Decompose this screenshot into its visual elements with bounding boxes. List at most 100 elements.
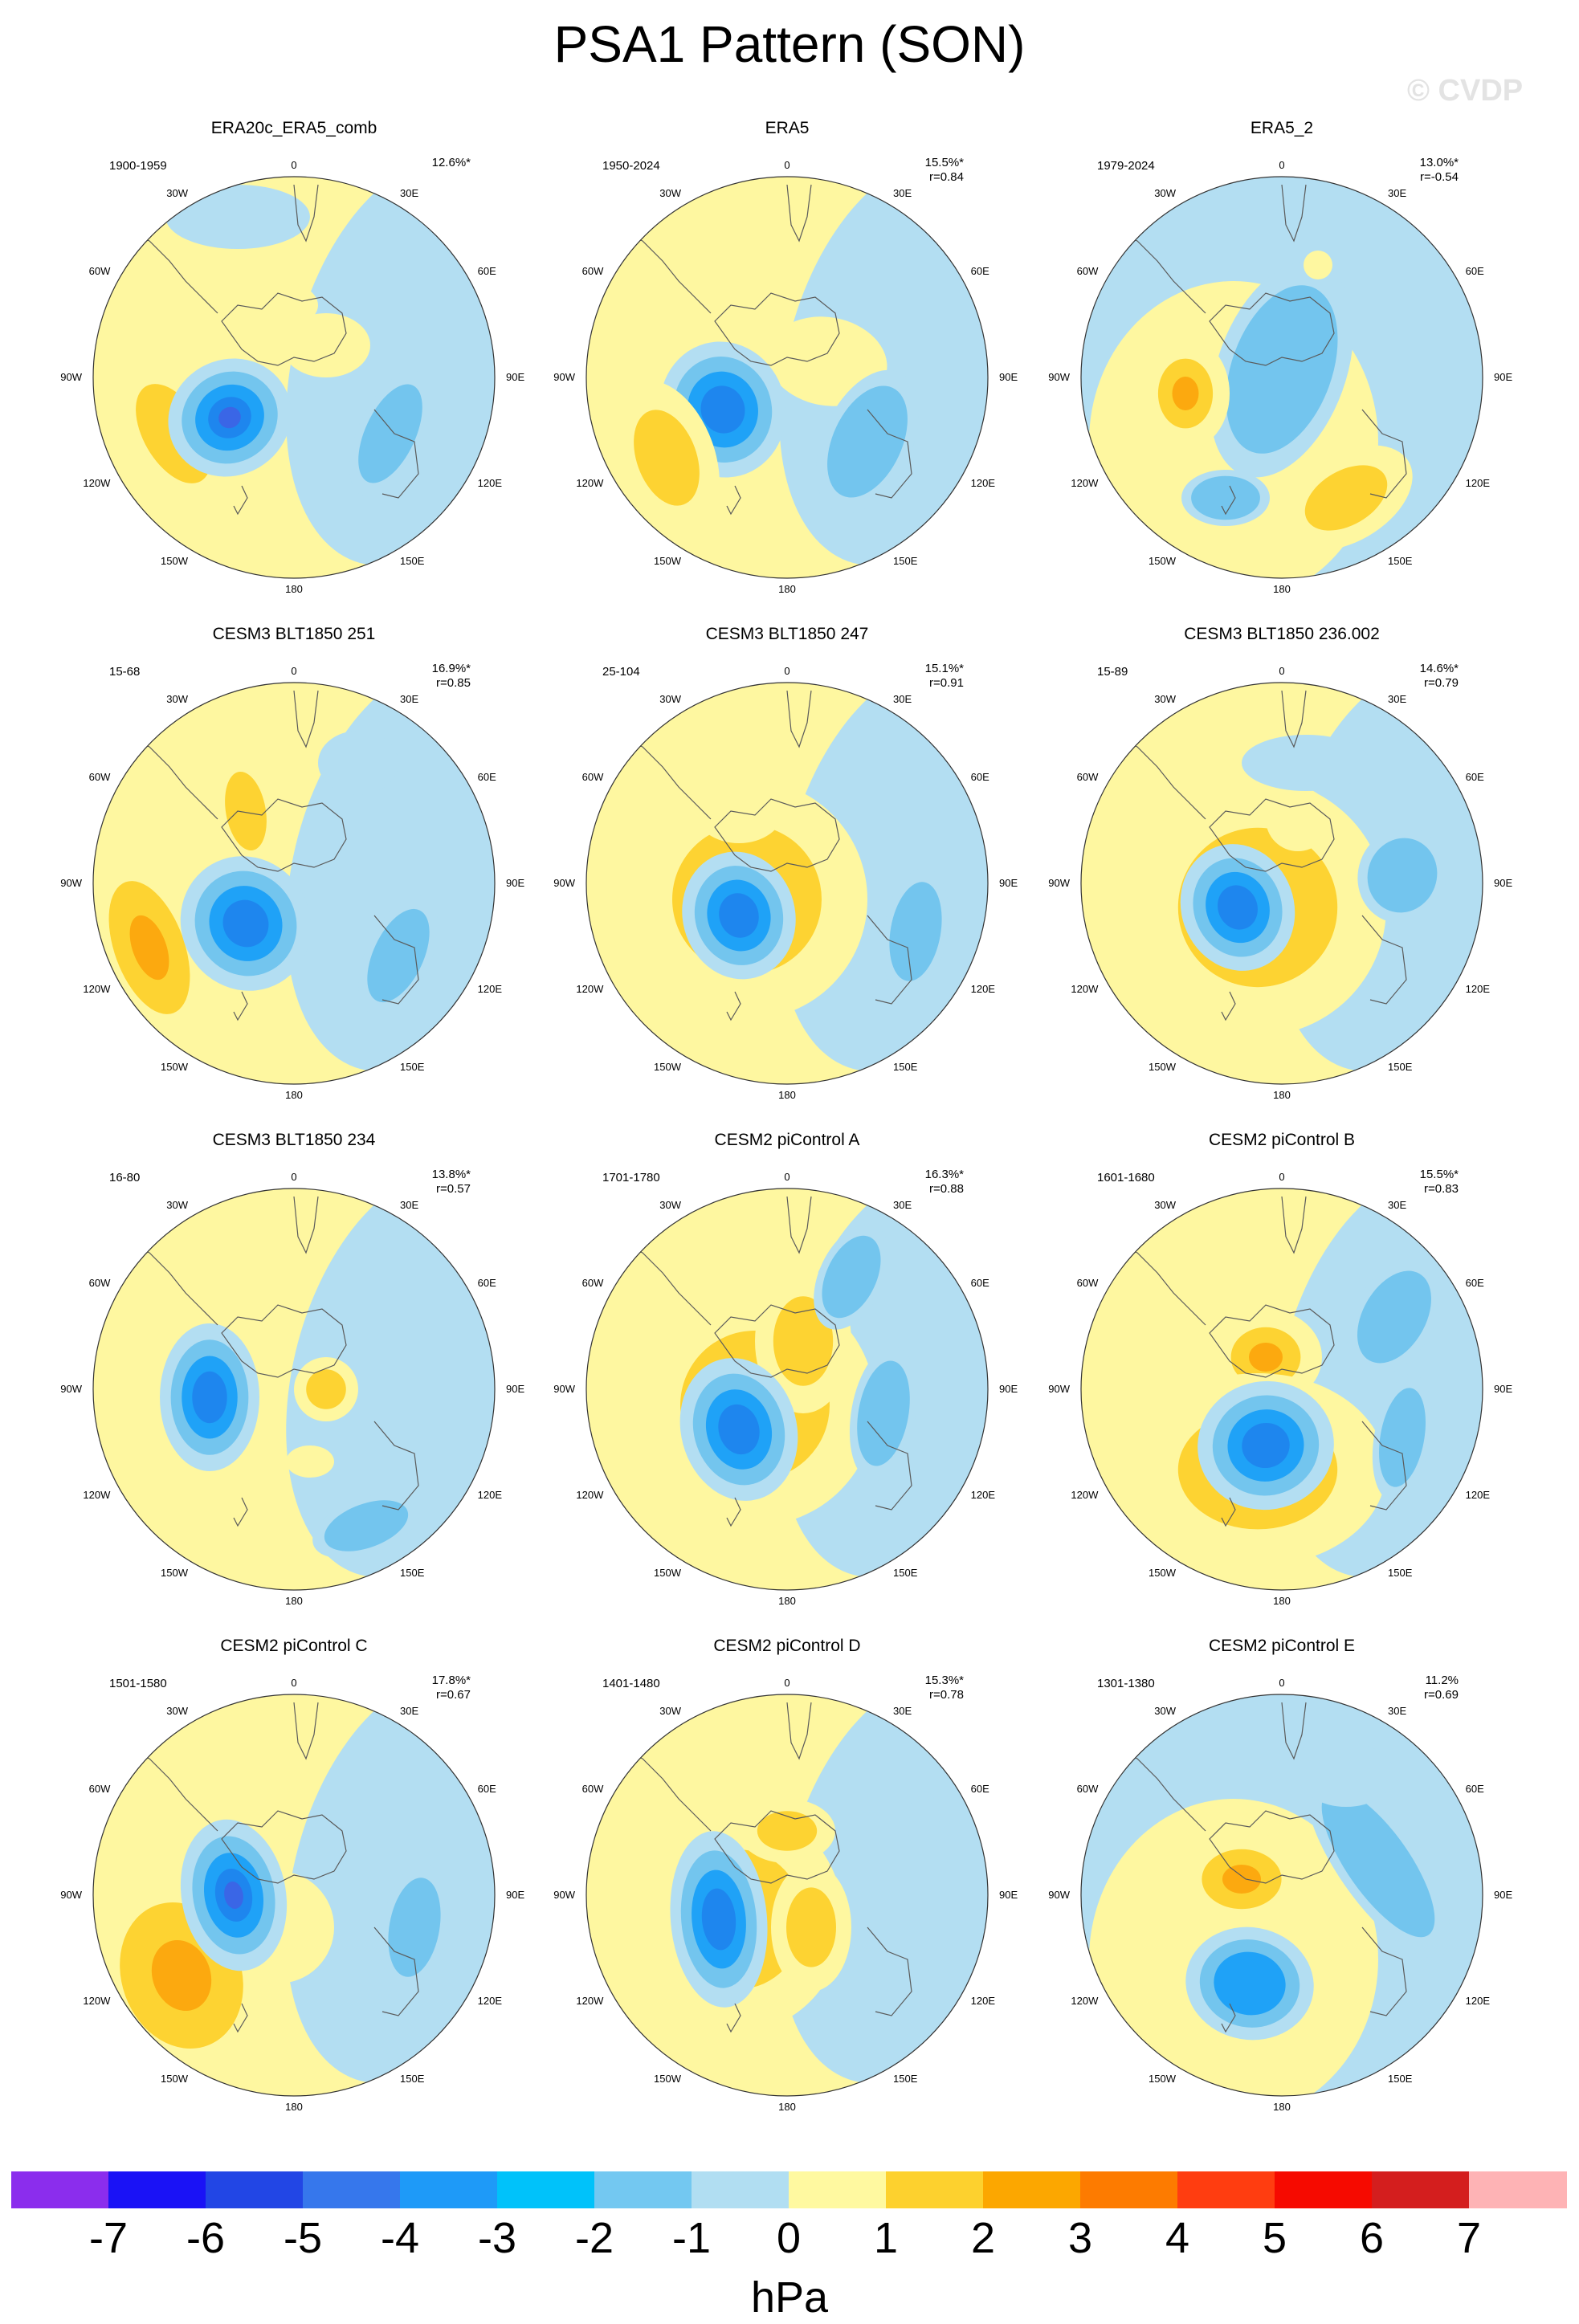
contour-region bbox=[822, 1235, 881, 1319]
longitude-label: 150E bbox=[1388, 2072, 1413, 2085]
panel-correlation: r=0.79 bbox=[1424, 676, 1459, 690]
coastline bbox=[1209, 1304, 1335, 1378]
coastline bbox=[1281, 1196, 1307, 1254]
contour-region bbox=[1242, 1422, 1290, 1469]
contour-region bbox=[634, 410, 700, 506]
longitude-label: 90W bbox=[1048, 1889, 1070, 1901]
longitude-label: 180 bbox=[778, 1595, 796, 1607]
polar-map bbox=[92, 1188, 496, 1591]
panel-variance: 14.6%* bbox=[1419, 662, 1459, 675]
longitude-label: 150E bbox=[893, 554, 918, 567]
panel-variance: 13.0%* bbox=[1419, 156, 1459, 169]
map-outline bbox=[92, 1188, 496, 1591]
longitude-label: 150W bbox=[654, 1060, 681, 1073]
panel-variance: 15.1%* bbox=[924, 662, 964, 675]
coastline bbox=[1221, 485, 1236, 516]
contour-region bbox=[225, 771, 267, 851]
contour-region bbox=[773, 1296, 834, 1386]
contour-region bbox=[719, 893, 759, 938]
coastline bbox=[726, 1497, 741, 1527]
contour-region bbox=[1379, 1388, 1426, 1487]
panel-correlation: r=0.88 bbox=[929, 1182, 964, 1196]
coastline bbox=[1361, 1926, 1407, 2016]
map-outline bbox=[92, 1694, 496, 2097]
longitude-label: 120E bbox=[970, 983, 995, 995]
longitude-label: 120W bbox=[576, 983, 604, 995]
panel-variance: 16.3%* bbox=[924, 1168, 964, 1181]
panel-variance: 11.2% bbox=[1425, 1674, 1459, 1687]
longitude-label: 180 bbox=[285, 1089, 303, 1101]
coastline bbox=[233, 2003, 248, 2033]
longitude-label: 60W bbox=[88, 771, 111, 783]
longitude-label: 30W bbox=[1154, 693, 1176, 706]
map-outline bbox=[1080, 1694, 1483, 2097]
longitude-label: 90E bbox=[1494, 1889, 1513, 1901]
coastline bbox=[786, 1196, 812, 1254]
longitude-label: 120W bbox=[1071, 1995, 1099, 2007]
contour-region bbox=[222, 899, 269, 948]
coastline bbox=[867, 1926, 912, 2016]
longitude-label: 60E bbox=[970, 1277, 989, 1289]
longitude-label: 120E bbox=[1465, 477, 1490, 489]
coastline bbox=[1281, 690, 1307, 748]
panel-variance: 17.8%* bbox=[431, 1674, 471, 1687]
longitude-label: 90W bbox=[1048, 371, 1070, 383]
colorbar-swatch bbox=[1469, 2171, 1567, 2208]
longitude-label: 30W bbox=[659, 1199, 681, 1212]
longitude-label: 60E bbox=[477, 1277, 496, 1289]
contour-region bbox=[857, 1360, 910, 1466]
longitude-label: 90W bbox=[553, 1383, 575, 1395]
coastline bbox=[1209, 292, 1335, 366]
longitude-label: 90W bbox=[60, 1889, 82, 1901]
panel-stats: 14.6%* r=0.79 bbox=[1420, 662, 1459, 691]
panel-title: ERA5_2 bbox=[1250, 119, 1314, 137]
longitude-label: 180 bbox=[1273, 2101, 1291, 2113]
panel-variance: 12.6%* bbox=[431, 156, 471, 169]
colorbar-tick-label: 1 bbox=[873, 2214, 899, 2262]
coastline bbox=[867, 409, 912, 499]
contour-region bbox=[1214, 1951, 1286, 2016]
longitude-label: 30W bbox=[1154, 1705, 1176, 1718]
panel-variance: 13.8%* bbox=[431, 1168, 471, 1181]
coastline bbox=[293, 1196, 319, 1254]
coastline bbox=[293, 1702, 319, 1760]
longitude-label: 120W bbox=[1071, 983, 1099, 995]
panel-stats: 15.3%* r=0.78 bbox=[925, 1674, 964, 1702]
longitude-label: 150E bbox=[1388, 554, 1413, 567]
longitude-label: 90W bbox=[553, 877, 575, 889]
panel-title: CESM3 BLT1850 236.002 bbox=[1184, 625, 1380, 643]
longitude-label: 60W bbox=[581, 771, 604, 783]
contour-region bbox=[358, 384, 422, 483]
panel-variance: 16.9%* bbox=[431, 662, 471, 675]
contour-region bbox=[1172, 377, 1199, 410]
longitude-label: 30E bbox=[400, 1705, 419, 1718]
contour-region bbox=[1298, 1743, 1394, 1807]
longitude-label: 90E bbox=[506, 877, 525, 889]
panel-title: CESM3 BLT1850 247 bbox=[705, 625, 869, 643]
map-panel: CESM3 BLT1850 251 15-68 16.9%* r=0.85 0 30E 60… bbox=[37, 625, 551, 1140]
coastline bbox=[373, 1926, 419, 2016]
colorbar-swatch bbox=[1080, 2171, 1178, 2208]
longitude-label: 30E bbox=[400, 187, 419, 200]
coastline bbox=[867, 1421, 912, 1511]
map-outline bbox=[585, 176, 989, 579]
longitude-label: 150E bbox=[400, 554, 425, 567]
longitude-label: 150W bbox=[1149, 554, 1176, 567]
longitude-label: 180 bbox=[285, 1595, 303, 1607]
panel-years: 1601-1680 bbox=[1097, 1171, 1155, 1184]
longitude-label: 120E bbox=[477, 1995, 502, 2007]
longitude-label: 90E bbox=[1494, 877, 1513, 889]
colorbar-tick-label: 7 bbox=[1456, 2214, 1482, 2262]
coastline bbox=[1281, 1702, 1307, 1760]
panel-correlation: r=0.85 bbox=[436, 676, 471, 690]
colorbar-tick-label: 4 bbox=[1165, 2214, 1190, 2262]
longitude-label: 30W bbox=[166, 693, 188, 706]
longitude-label: 30W bbox=[1154, 1199, 1176, 1212]
longitude-label: 0 bbox=[784, 665, 790, 677]
longitude-label: 120W bbox=[576, 1995, 604, 2007]
longitude-label: 0 bbox=[784, 1677, 790, 1689]
colorbar-swatch bbox=[1275, 2171, 1373, 2208]
longitude-label: 150W bbox=[654, 554, 681, 567]
colorbar bbox=[11, 2171, 1567, 2208]
longitude-label: 120E bbox=[970, 477, 995, 489]
